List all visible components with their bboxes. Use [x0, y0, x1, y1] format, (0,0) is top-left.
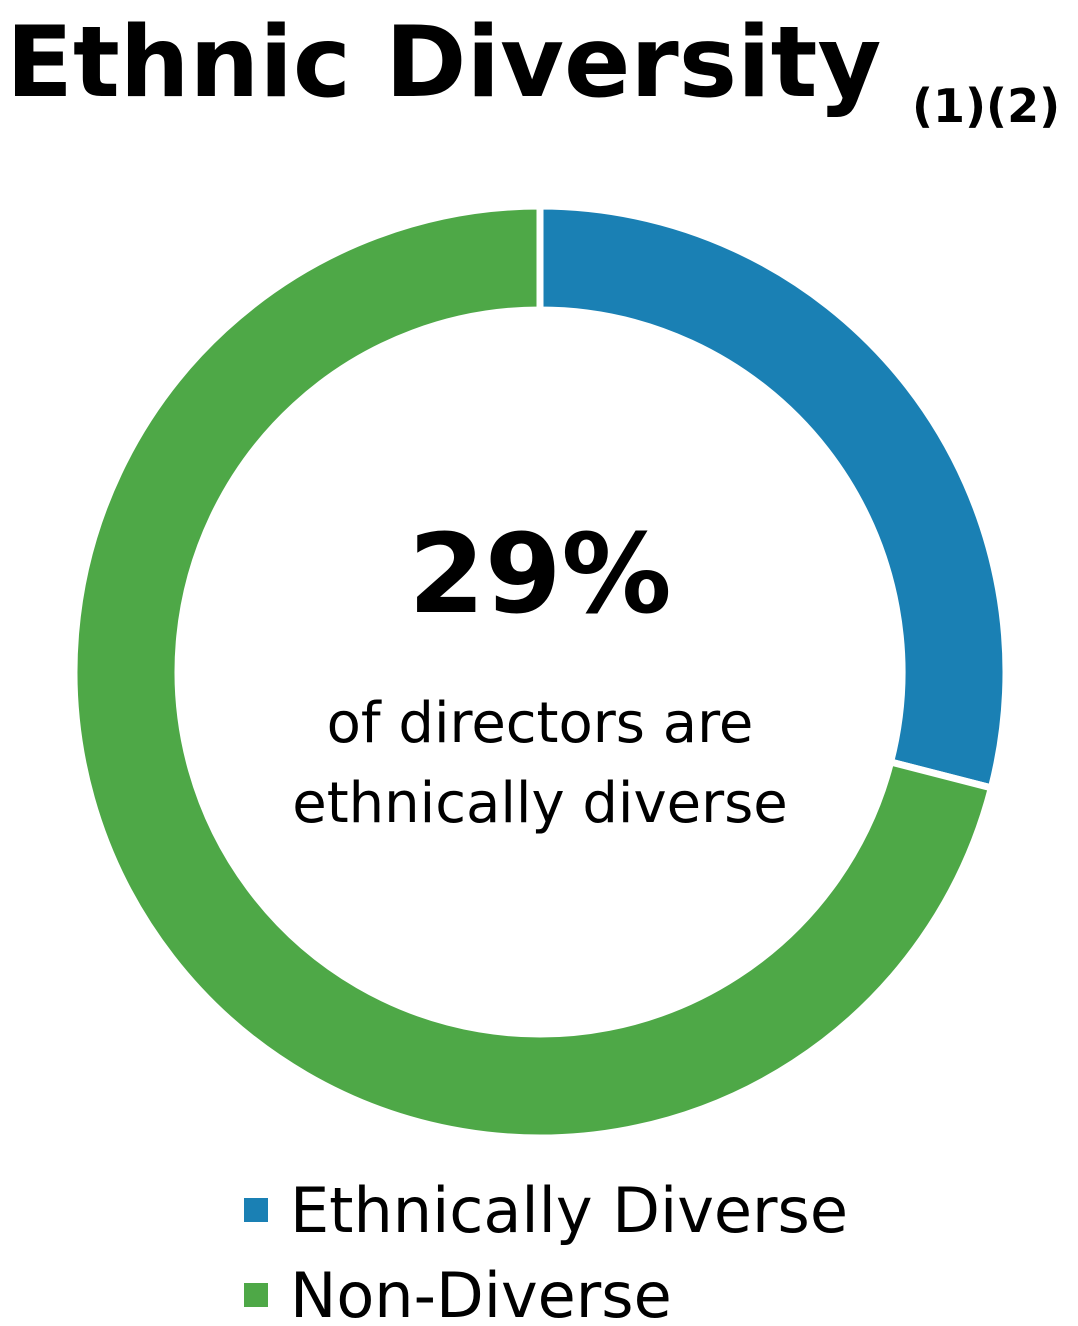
legend: Ethnically Diverse Non-Diverse — [244, 1174, 848, 1326]
title-note: (1)(2) — [912, 79, 1060, 133]
legend-swatch — [244, 1283, 268, 1307]
legend-label: Ethnically Diverse — [290, 1174, 848, 1247]
center-text: ethnically diverse — [292, 771, 787, 836]
legend-swatch — [244, 1198, 268, 1222]
center-text: of directors are — [327, 691, 754, 756]
chart-title: Ethnic Diversity — [6, 6, 881, 120]
donut-segment — [70, 202, 996, 1142]
center-value: 29% — [408, 510, 671, 638]
donut-segment — [536, 202, 1010, 793]
donut — [70, 202, 1010, 1142]
legend-label: Non-Diverse — [290, 1259, 672, 1326]
